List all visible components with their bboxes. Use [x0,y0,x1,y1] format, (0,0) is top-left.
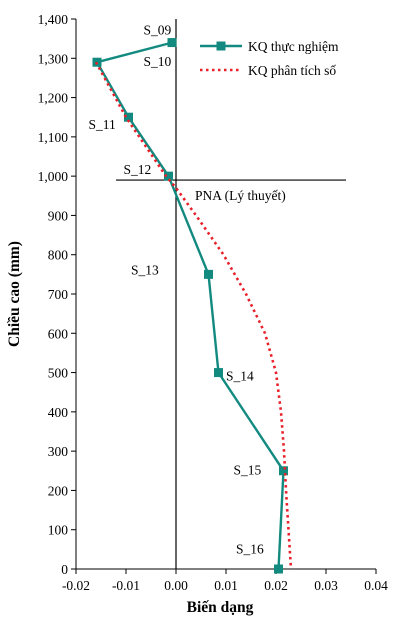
legend-numerical-label: KQ phân tích số [248,63,336,78]
gauge-label: S_14 [226,368,254,383]
gauge-label: S_11 [89,117,116,132]
axes: 0 100 200 300 400 500 600 700 800 900 1,000 1,100 1,… [6,12,388,616]
y-tick-label: 100 [48,523,69,538]
y-tick-label: 1,300 [38,51,69,66]
y-tick-label: 700 [48,287,69,302]
experimental-point-marker [164,171,173,181]
series-group [92,38,293,574]
x-tick-label: 0.02 [264,578,288,593]
y-tick-label: 0 [61,562,68,577]
y-tick-label: 600 [48,326,69,341]
x-axis-title: Biến dạng [187,599,254,616]
pna-reference: PNA (Lý thuyết) [116,179,346,203]
experimental-series-line [95,41,285,570]
legend-experimental-marker [216,41,226,51]
y-tick-label: 1,000 [38,169,69,184]
experimental-point-marker [274,564,283,574]
legend-experimental-label: KQ thực nghiệm [248,39,339,54]
legend: KQ thực nghiệm KQ phân tích số [200,39,339,78]
gauge-label: S_16 [236,541,264,556]
y-tick-label: 1,100 [38,130,69,145]
y-tick-label: 1,200 [38,91,69,106]
y-tick-label: 200 [48,483,69,498]
gauge-label: S_09 [144,23,172,38]
y-tick-label: 400 [48,405,69,420]
gauge-label: S_13 [131,262,159,277]
y-tick-label: 900 [48,208,69,223]
gauge-label: S_10 [144,54,172,69]
y-tick-label: 300 [48,444,69,459]
gauge-label: S_15 [234,463,262,478]
experimental-point-marker [204,269,213,279]
experimental-point-marker [124,112,133,122]
y-tick-label: 1,400 [38,12,69,27]
x-tick-label: 0.04 [364,578,388,593]
experimental-point-marker [214,368,223,378]
x-tick-label: -0.01 [112,578,140,593]
x-tick-label: 0.03 [314,578,338,593]
y-axis-title: Chiều cao (mm) [6,241,23,347]
experimental-point-marker [167,38,177,48]
y-tick-label: 500 [48,366,69,381]
pna-label: PNA (Lý thuyết) [195,188,286,203]
x-tick-label: 0.01 [214,578,238,593]
gauge-annotations: S_09 S_10 S_11 S_12 S_13 S_14 S_15 S_16 [89,23,265,557]
experimental-point-marker [279,466,288,476]
x-tick-label: -0.02 [62,578,90,593]
numerical-series-line [94,61,293,570]
y-tick-label: 800 [48,248,69,263]
x-tick-label: 0.00 [164,578,188,593]
gauge-label: S_12 [124,162,152,177]
